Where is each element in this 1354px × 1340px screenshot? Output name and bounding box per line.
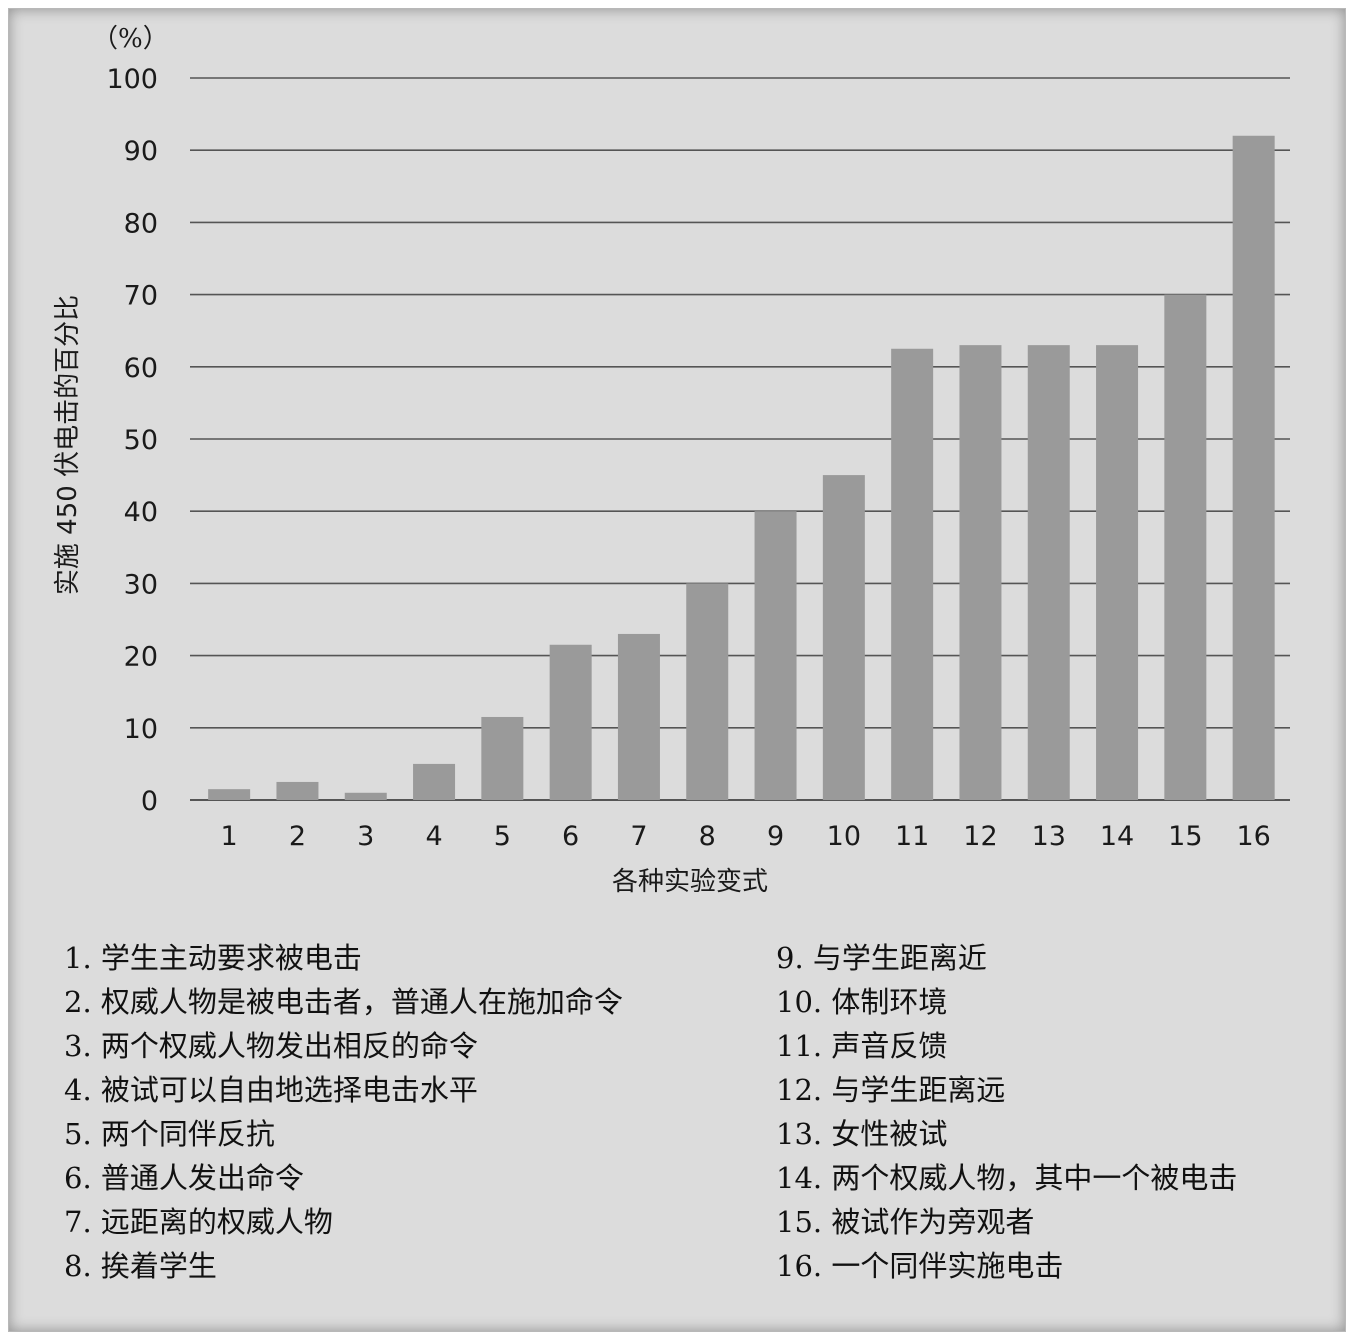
bar-1: [208, 789, 251, 800]
x-tick-label: 14: [1100, 821, 1134, 852]
legend-item: 5. 两个同伴反抗: [64, 1117, 275, 1151]
x-tick-label: 11: [895, 821, 929, 852]
x-tick-label: 5: [494, 821, 511, 852]
legend-item: 11. 声音反馈: [776, 1029, 948, 1063]
legend-item: 9. 与学生距离近: [776, 941, 987, 975]
bar-3: [344, 792, 387, 800]
legend-item: 14. 两个权威人物，其中一个被电击: [776, 1161, 1238, 1195]
bar-11: [891, 348, 934, 800]
legend-item: 4. 被试可以自由地选择电击水平: [64, 1073, 478, 1107]
legend-item: 2. 权威人物是被电击者，普通人在施加命令: [64, 985, 623, 1019]
legend-item: 1. 学生主动要求被电击: [64, 941, 362, 975]
y-tick-label: 0: [141, 786, 158, 817]
x-tick-label: 1: [221, 821, 238, 852]
legend-item: 7. 远距离的权威人物: [64, 1205, 333, 1239]
y-tick-label: 60: [124, 353, 158, 384]
bar-12: [959, 345, 1002, 800]
x-tick-label: 3: [357, 821, 374, 852]
x-tick-label: 2: [289, 821, 306, 852]
y-tick-label: 20: [124, 642, 158, 673]
y-tick-label: 50: [124, 425, 158, 456]
bar-13: [1027, 345, 1070, 800]
y-axis-label: 实施 450 伏电击的百分比: [53, 295, 83, 595]
bar-9: [754, 511, 797, 800]
bar-6: [549, 644, 592, 800]
y-tick-label: 30: [124, 569, 158, 600]
x-tick-label: 16: [1236, 821, 1270, 852]
x-tick-label: 15: [1168, 821, 1202, 852]
bar-4: [413, 763, 456, 800]
legend-left-column: 1. 学生主动要求被电击 2. 权威人物是被电击者，普通人在施加命令 3. 两个权威…: [64, 936, 623, 1288]
legend-item: 13. 女性被试: [776, 1117, 948, 1151]
x-tick-labels: 1 2 3 4 5 6 7 8 9 10 11 12 13 14 15 16: [221, 821, 1271, 852]
y-tick-label: 100: [106, 64, 158, 95]
bars: [208, 135, 1275, 800]
x-tick-label: 9: [767, 821, 784, 852]
y-tick-label: 70: [124, 281, 158, 312]
y-tick-label: 40: [124, 497, 158, 528]
x-tick-label: 13: [1032, 821, 1066, 852]
bar-7: [617, 633, 660, 800]
legend-item: 10. 体制环境: [776, 985, 948, 1019]
x-tick-label: 7: [630, 821, 647, 852]
x-tick-label: 10: [827, 821, 861, 852]
bar-10: [822, 475, 865, 800]
y-unit-label: （%）: [92, 24, 169, 54]
legend-item: 8. 挨着学生: [64, 1249, 217, 1283]
bar-15: [1164, 294, 1207, 800]
y-tick-label: 10: [124, 714, 158, 745]
bar-16: [1232, 135, 1275, 800]
bar-8: [686, 583, 729, 800]
x-axis-label: 各种实验变式: [612, 867, 768, 897]
variant-legend: 1. 学生主动要求被电击 2. 权威人物是被电击者，普通人在施加命令 3. 两个权威…: [64, 936, 1304, 1296]
legend-item: 15. 被试作为旁观者: [776, 1205, 1035, 1239]
x-tick-label: 4: [425, 821, 442, 852]
legend-item: 6. 普通人发出命令: [64, 1161, 304, 1195]
legend-item: 12. 与学生距离远: [776, 1073, 1006, 1107]
bar-5: [481, 716, 524, 800]
y-tick-label: 90: [124, 136, 158, 167]
x-tick-label: 8: [699, 821, 716, 852]
y-tick-labels: 0 10 20 30 40 50 60 70 80 90 100: [106, 64, 158, 817]
bar-14: [1096, 345, 1139, 800]
x-tick-label: 12: [963, 821, 997, 852]
y-tick-label: 80: [124, 208, 158, 239]
legend-item: 3. 两个权威人物发出相反的命令: [64, 1029, 478, 1063]
bar-2: [276, 781, 319, 800]
legend-right-column: 9. 与学生距离近 10. 体制环境 11. 声音反馈 12. 与学生距离远 13. 女…: [776, 936, 1237, 1288]
legend-item: 16. 一个同伴实施电击: [776, 1249, 1064, 1283]
x-tick-label: 6: [562, 821, 579, 852]
